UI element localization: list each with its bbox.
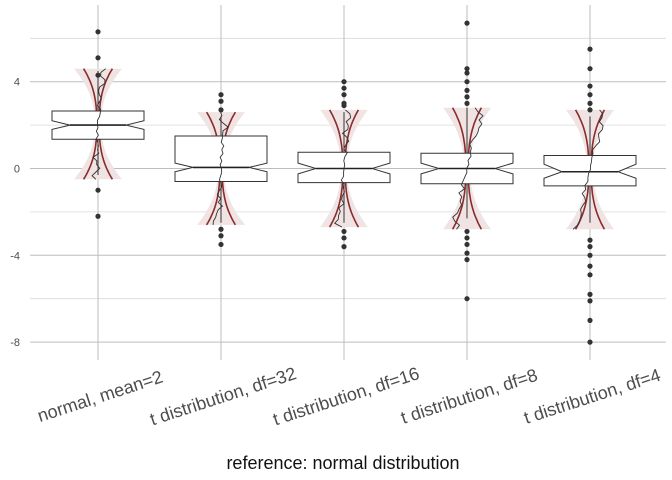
outlier-point <box>95 72 101 78</box>
outlier-point <box>341 92 347 98</box>
outlier-point <box>587 339 593 345</box>
outlier-point <box>587 244 593 250</box>
outlier-point <box>587 83 593 89</box>
outlier-point <box>587 317 593 323</box>
outlier-point <box>587 100 593 106</box>
y-tick-label: 0 <box>14 164 20 176</box>
outlier-point <box>464 87 470 93</box>
outlier-point <box>587 66 593 72</box>
outlier-point <box>341 85 347 91</box>
outlier-point <box>587 298 593 304</box>
outlier-point <box>587 107 593 113</box>
outlier-point <box>464 20 470 26</box>
outlier-point <box>587 92 593 98</box>
outlier-point <box>464 100 470 106</box>
outlier-point <box>464 228 470 235</box>
outlier-point <box>464 94 470 100</box>
outlier-point <box>218 107 224 113</box>
outlier-point <box>464 79 470 85</box>
x-axis-label: reference: normal distribution <box>226 453 459 473</box>
x-tick-label: normal, mean=2 <box>35 367 165 426</box>
outlier-point <box>218 233 224 239</box>
y-tick-labels: 4 0 -4 -8 <box>10 77 20 349</box>
outlier-point <box>341 79 347 85</box>
qq-line <box>452 107 484 230</box>
outlier-point <box>341 244 347 250</box>
x-tick-label: t distribution, df=4 <box>521 365 663 428</box>
outlier-point <box>218 98 224 104</box>
outlier-point <box>587 46 593 52</box>
qq-line <box>572 109 604 230</box>
outlier-point <box>95 187 101 193</box>
outlier-point <box>95 55 101 61</box>
y-tick-label: -8 <box>10 337 20 349</box>
outlier-point <box>95 213 101 219</box>
outlier-point <box>587 272 593 278</box>
y-tick-label: -4 <box>10 250 20 262</box>
qq-line <box>333 109 352 228</box>
outlier-point <box>218 92 224 98</box>
outlier-point <box>341 102 347 109</box>
outlier-point <box>464 66 470 72</box>
x-tick-label: t distribution, df=8 <box>398 365 540 428</box>
outlier-point <box>587 252 593 258</box>
box-layer <box>51 68 637 230</box>
outlier-point <box>587 237 593 243</box>
outlier-point <box>587 263 593 269</box>
outlier-point <box>218 241 224 248</box>
outlier-point <box>587 291 593 297</box>
outlier-point <box>341 235 347 241</box>
outlier-layer <box>95 20 593 345</box>
outlier-point <box>464 70 470 76</box>
outlier-point <box>95 29 101 35</box>
outlier-point <box>218 226 224 232</box>
y-tick-label: 4 <box>14 77 20 89</box>
outlier-point <box>464 250 470 256</box>
outlier-point <box>464 296 470 302</box>
outlier-point <box>464 235 470 241</box>
qq-line <box>212 111 229 225</box>
outlier-point <box>464 241 470 248</box>
outlier-point <box>341 228 347 235</box>
outlier-point <box>464 257 470 263</box>
x-tick-labels: normal, mean=2t distribution, df=32t dis… <box>35 363 663 429</box>
qq-line <box>91 68 107 180</box>
